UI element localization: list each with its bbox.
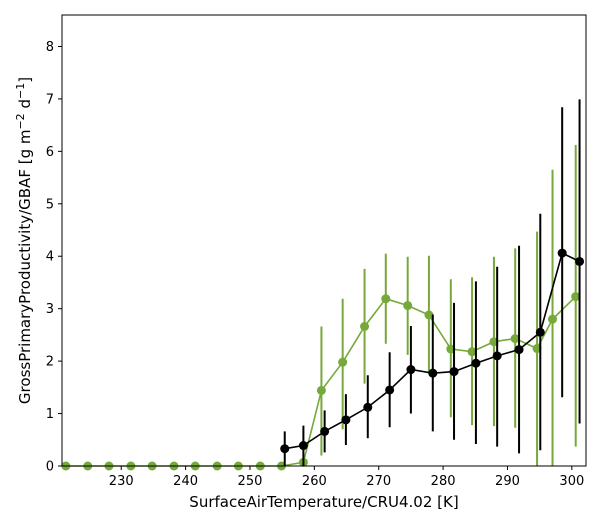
y-tick-label: 3 <box>46 302 54 317</box>
data-point <box>557 248 567 258</box>
y-axis-label-sup1: −2 <box>14 113 27 129</box>
plot-frame <box>61 14 587 467</box>
y-axis-label: GrossPrimaryProductivity/GBAF [g m−2 d−1… <box>14 77 35 404</box>
data-point <box>548 314 558 324</box>
data-point <box>492 351 502 361</box>
y-axis-label-end: ] <box>16 77 34 83</box>
data-point <box>363 402 373 412</box>
x-tick-label: 290 <box>495 474 520 489</box>
data-point <box>338 357 348 367</box>
y-tick-label: 2 <box>46 355 54 370</box>
y-tick-label: 5 <box>46 197 54 212</box>
data-point <box>514 345 524 355</box>
y-tick-label: 0 <box>46 460 54 475</box>
y-axis-label-main: GrossPrimaryProductivity/GBAF [g m <box>16 130 34 405</box>
y-tick-label: 4 <box>46 250 54 265</box>
x-tick-label: 250 <box>238 474 263 489</box>
data-point <box>535 327 545 337</box>
data-point <box>406 365 416 375</box>
data-point <box>385 385 395 395</box>
x-tick-label: 280 <box>431 474 456 489</box>
y-tick-label: 7 <box>46 92 54 107</box>
series-1 <box>61 145 581 471</box>
data-point <box>280 444 290 454</box>
series-2 <box>280 99 585 466</box>
plot-area <box>61 99 585 471</box>
x-tick-label: 270 <box>366 474 391 489</box>
data-point <box>360 322 370 332</box>
x-axis: 230 240 250 260 270 280 290 300 <box>109 466 584 489</box>
x-tick-label: 230 <box>109 474 134 489</box>
data-point <box>341 415 351 425</box>
data-point <box>316 385 326 395</box>
y-axis-label-mid: d <box>16 99 34 113</box>
data-point <box>298 441 308 451</box>
y-tick-label: 6 <box>46 145 54 160</box>
x-axis-label: SurfaceAirTemperature/CRU4.02 [K] <box>189 493 458 511</box>
data-point <box>320 426 330 436</box>
data-point <box>424 310 434 320</box>
x-tick-label: 240 <box>173 474 198 489</box>
data-point <box>381 294 391 304</box>
x-tick-label: 300 <box>559 474 584 489</box>
y-tick-label: 1 <box>46 407 54 422</box>
x-tick-label: 260 <box>302 474 327 489</box>
data-point <box>449 367 459 377</box>
data-point <box>428 368 438 378</box>
data-point <box>571 292 581 302</box>
data-point <box>467 347 477 357</box>
data-point <box>471 358 481 368</box>
y-tick-label: 8 <box>46 40 54 55</box>
y-axis: 0 1 2 3 4 5 6 7 8 <box>46 40 62 475</box>
data-point <box>575 256 585 266</box>
y-axis-label-sup2: −1 <box>14 83 27 99</box>
data-point <box>510 334 520 344</box>
data-point <box>403 301 413 311</box>
